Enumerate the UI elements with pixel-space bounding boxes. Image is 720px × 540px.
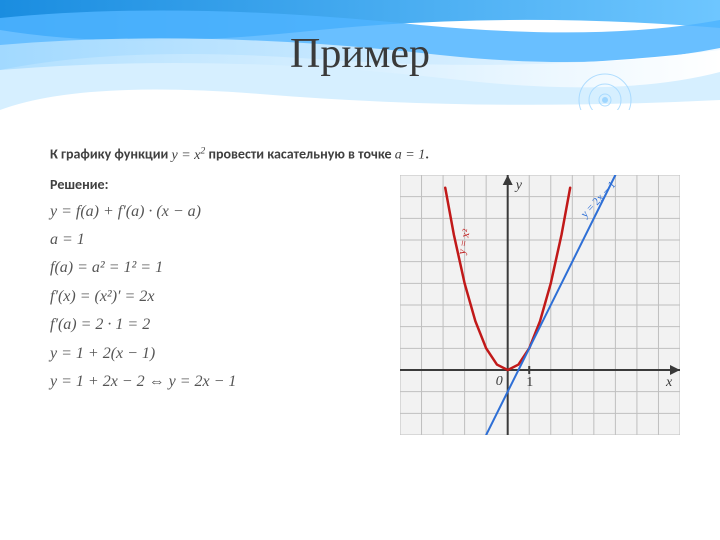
- problem-point: a = 1: [395, 148, 425, 163]
- svg-text:x: x: [665, 375, 673, 390]
- problem-function: y = x2: [172, 148, 206, 163]
- problem-statement: К графику функции y = x2 провести касате…: [50, 145, 670, 164]
- svg-text:0: 0: [496, 374, 503, 389]
- svg-text:y: y: [514, 178, 523, 193]
- problem-text: К графику функции: [50, 146, 172, 163]
- tangent-chart: yx01y = x²y = 2x − 1: [400, 175, 680, 440]
- problem-text: провести касательную в точке: [208, 146, 394, 163]
- slide-title: Пример: [0, 30, 720, 78]
- svg-text:1: 1: [526, 375, 533, 390]
